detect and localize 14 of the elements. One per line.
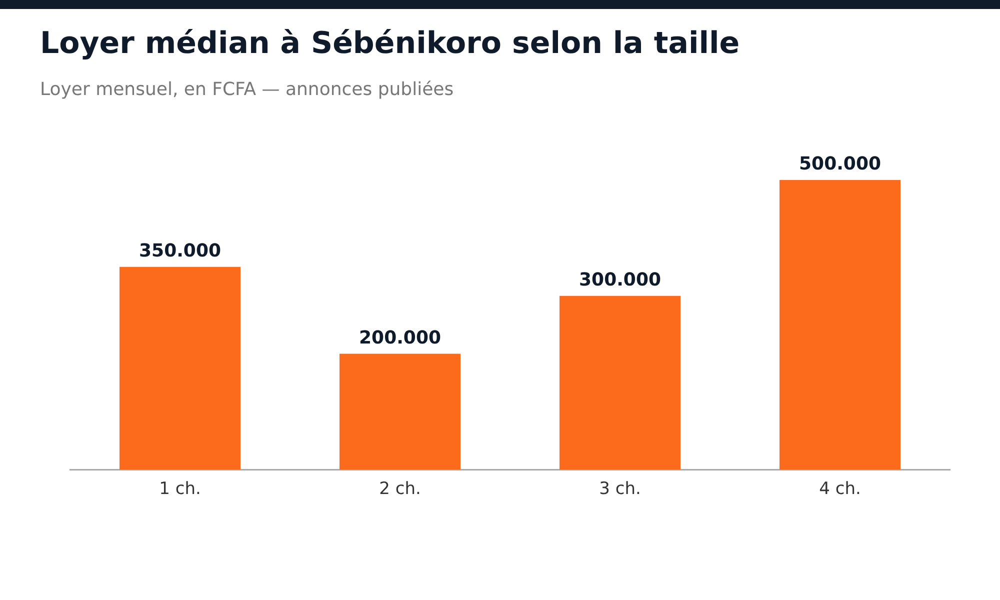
x-tick-label: 1 ch. <box>159 479 201 500</box>
bar <box>340 354 460 470</box>
chart-title: Loyer médian à Sébénikoro selon la taille <box>40 26 740 61</box>
data-label: 200.000 <box>359 327 441 348</box>
x-tick-label: 4 ch. <box>819 479 861 500</box>
x-tick-label: 3 ch. <box>599 479 641 500</box>
bar <box>560 296 680 470</box>
data-label: 350.000 <box>139 240 221 262</box>
chart-subtitle: Loyer mensuel, en FCFA — annonces publiées <box>40 79 454 100</box>
bar <box>120 266 240 470</box>
data-label: 300.000 <box>579 270 661 291</box>
data-label: 500.000 <box>799 154 881 175</box>
bar <box>780 180 900 470</box>
x-tick-label: 2 ch. <box>379 479 421 500</box>
